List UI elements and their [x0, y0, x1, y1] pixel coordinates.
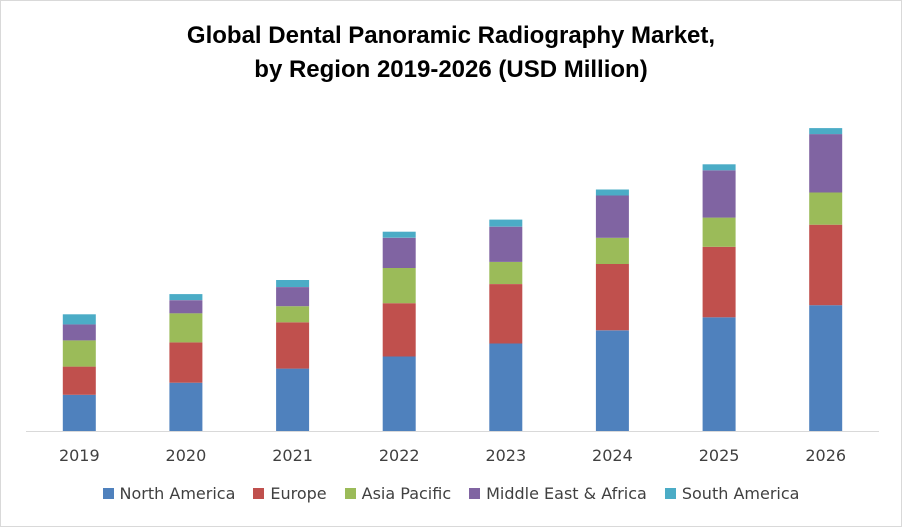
legend-item: Middle East & Africa [469, 484, 647, 503]
legend-swatch [469, 488, 481, 499]
legend: North America Europe Asia Pacific Middle Ea… [1, 484, 901, 503]
bar-segment-2024-middle-east-africa [595, 195, 629, 238]
legend-swatch [102, 488, 114, 499]
bar-segment-2026-south-america [809, 128, 843, 135]
x-tick-label: 2024 [592, 446, 633, 465]
bar-segment-2020-north-america [169, 382, 203, 431]
chart-title-line-2: by Region 2019-2026 (USD Million) [254, 56, 648, 83]
x-tick-label: 2023 [485, 446, 526, 465]
bar-segment-2026-europe [809, 224, 843, 306]
bar-segment-2023-asia-pacific [489, 261, 523, 284]
legend-item: South America [664, 484, 800, 503]
chart-title-line-1: Global Dental Panoramic Radiography Mark… [186, 22, 716, 49]
bar-segment-2021-north-america [276, 368, 310, 431]
bar-segment-2026-middle-east-africa [809, 134, 843, 193]
bar-segment-2025-europe [702, 246, 736, 318]
legend-label: North America [119, 484, 236, 503]
bar-segment-2019-north-america [62, 394, 96, 431]
x-tick-label: 2019 [59, 446, 100, 465]
x-tick-label: 2022 [379, 446, 420, 465]
bar-segment-2023-north-america [489, 343, 523, 431]
bar-segment-2022-europe [382, 303, 416, 357]
bar-segment-2025-north-america [702, 317, 736, 431]
bar-segment-2022-north-america [382, 356, 416, 431]
legend-label: Middle East & Africa [486, 484, 647, 503]
bar-segment-2023-south-america [489, 219, 523, 227]
bar-segment-2025-middle-east-africa [702, 170, 736, 218]
bar-segment-2026-asia-pacific [809, 192, 843, 225]
bar-segment-2020-asia-pacific [169, 313, 203, 343]
bar-segment-2024-north-america [595, 330, 629, 431]
chart-title: Global Dental Panoramic Radiography Mark… [1, 19, 901, 87]
legend-item: North America [102, 484, 236, 503]
bar-segment-2022-south-america [382, 231, 416, 238]
bar-segment-2024-asia-pacific [595, 237, 629, 264]
bar-segment-2024-europe [595, 263, 629, 331]
legend-item: Asia Pacific [344, 484, 452, 503]
x-tick-label: 2020 [166, 446, 207, 465]
legend-swatch [253, 488, 265, 499]
bar-segment-2021-europe [276, 322, 310, 369]
bar-segment-2023-middle-east-africa [489, 226, 523, 262]
bar-segment-2019-south-america [62, 314, 96, 325]
bar-segment-2021-south-america [276, 280, 310, 287]
legend-item: Europe [253, 484, 327, 503]
bar-segment-2025-asia-pacific [702, 217, 736, 247]
bar-segment-2022-middle-east-africa [382, 237, 416, 268]
bar-segment-2026-north-america [809, 305, 843, 431]
bar-segment-2021-asia-pacific [276, 306, 310, 323]
legend-label: South America [681, 484, 800, 503]
x-tick-label: 2021 [272, 446, 313, 465]
bar-segment-2021-middle-east-africa [276, 287, 310, 307]
bar-segment-2020-middle-east-africa [169, 300, 203, 314]
bar-segment-2019-asia-pacific [62, 340, 96, 367]
bar-segment-2022-asia-pacific [382, 268, 416, 304]
bar-segment-2019-europe [62, 366, 96, 395]
legend-label: Asia Pacific [361, 484, 452, 503]
x-tick-labels: 2019 2020 2021 2022 2023 2024 2025 2026 [59, 446, 846, 465]
bar-segment-2024-south-america [595, 189, 629, 196]
x-tick-label: 2026 [805, 446, 846, 465]
bars-layer [62, 128, 843, 431]
legend-swatch [344, 488, 356, 499]
bar-segment-2025-south-america [702, 164, 736, 171]
bar-segment-2020-europe [169, 342, 203, 383]
bar-segment-2023-europe [489, 284, 523, 344]
bar-segment-2020-south-america [169, 294, 203, 301]
legend-swatch [664, 488, 676, 499]
legend-label: Europe [270, 484, 327, 503]
x-tick-label: 2025 [699, 446, 740, 465]
bar-segment-2019-middle-east-africa [62, 324, 96, 341]
